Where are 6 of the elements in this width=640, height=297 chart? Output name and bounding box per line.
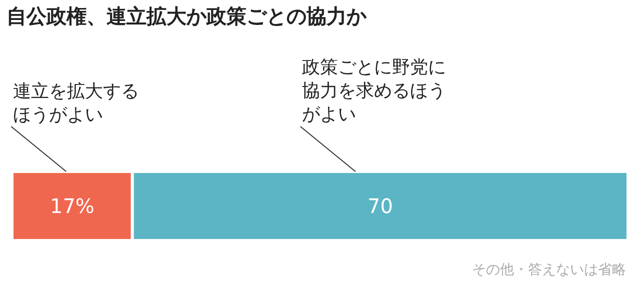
data-label: 70 bbox=[367, 194, 393, 218]
text: その他・答えないは省略 bbox=[472, 262, 626, 278]
chart-title: 自公政権、連立拡大か政策ごとの協力か bbox=[6, 4, 368, 28]
text: 連立を拡大するほうがよい bbox=[13, 81, 139, 126]
text: 政策ごとに野党に協力を求めるほうがよい bbox=[302, 57, 446, 125]
data-label: 17% bbox=[50, 194, 94, 218]
